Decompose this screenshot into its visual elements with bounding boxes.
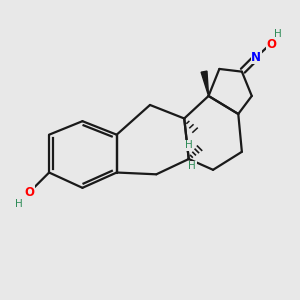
- Text: H: H: [188, 161, 196, 171]
- Text: H: H: [185, 140, 193, 151]
- Text: O: O: [266, 38, 276, 51]
- Text: H: H: [274, 29, 282, 39]
- Text: H: H: [15, 199, 22, 209]
- Text: O: O: [24, 186, 34, 199]
- Polygon shape: [201, 71, 208, 96]
- Text: N: N: [251, 51, 261, 64]
